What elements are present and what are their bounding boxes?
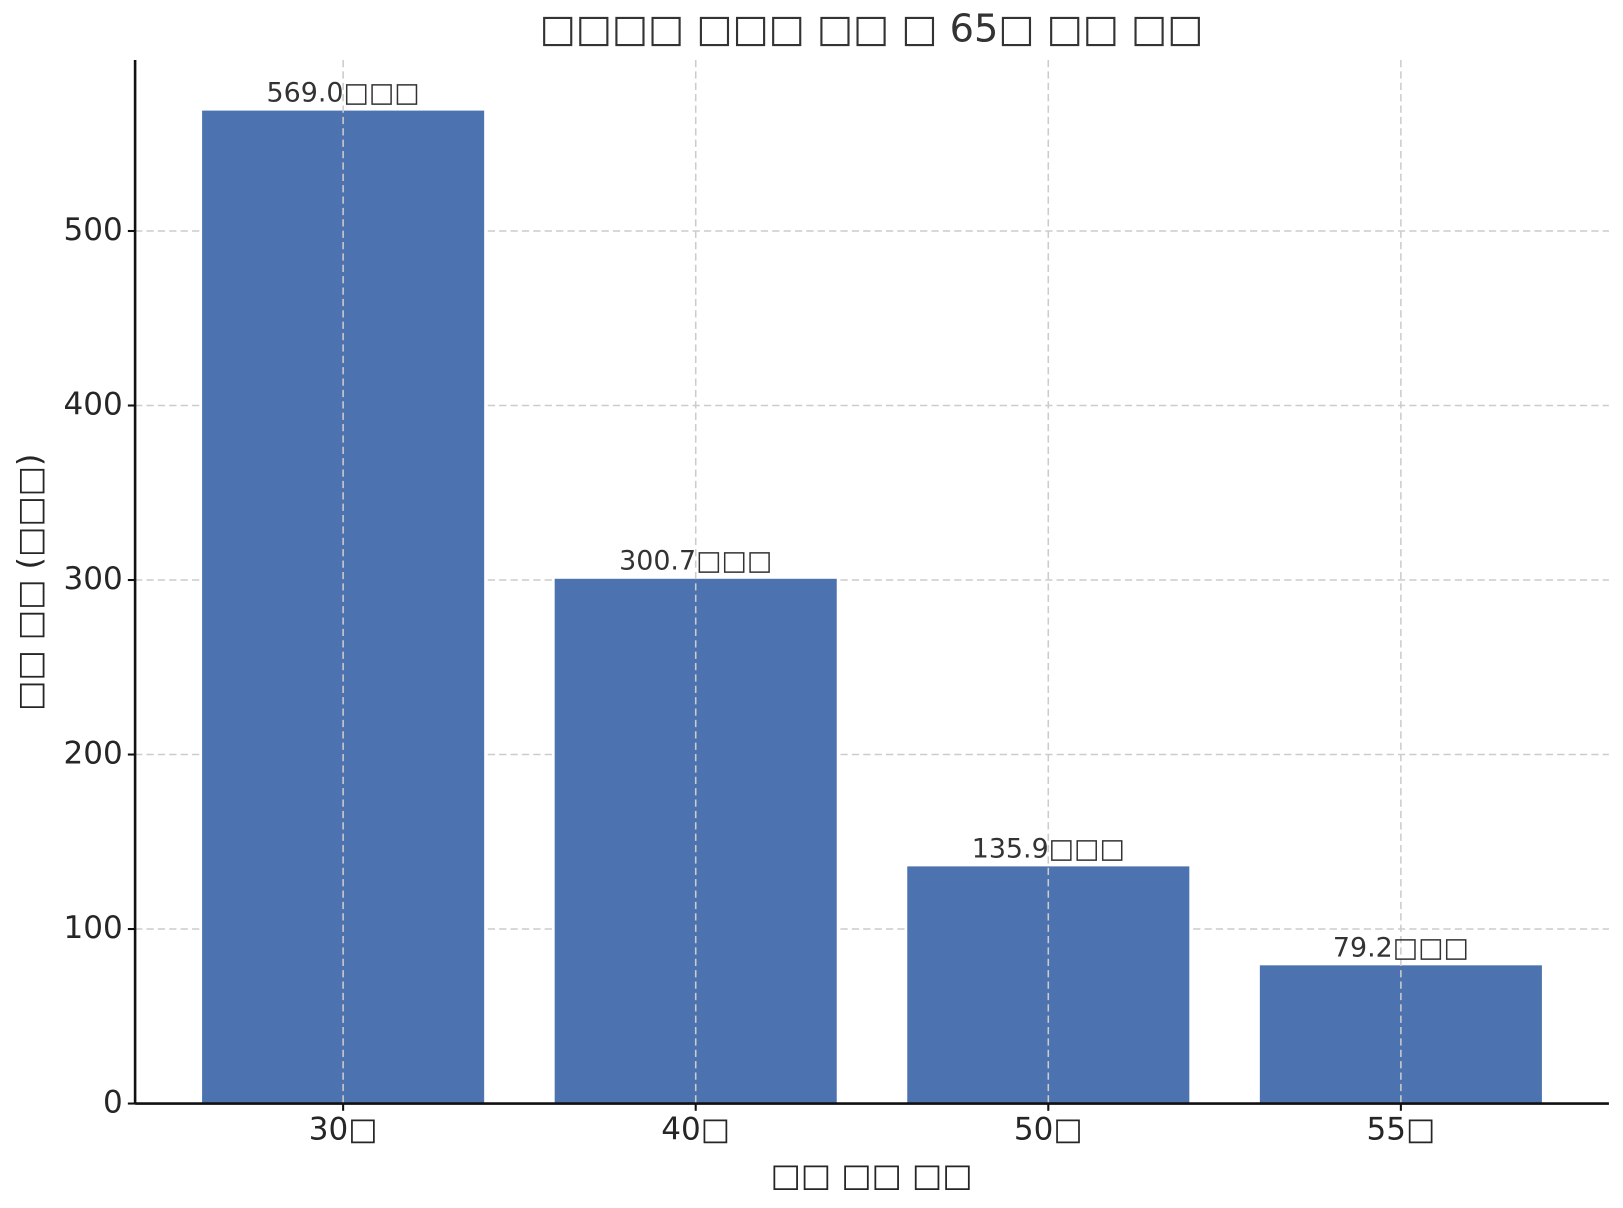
y-tick-label: 400 <box>63 387 122 423</box>
y-tick-label: 300 <box>63 561 122 597</box>
data-label: 79.2□□□ <box>1333 932 1469 963</box>
y-tick-label: 100 <box>63 910 122 946</box>
x-axis-label: □□ □□ □□ <box>770 1156 972 1194</box>
y-tick-label: 200 <box>63 736 122 772</box>
data-label: 300.7□□□ <box>619 546 772 577</box>
chart-title: □□□□ □□□ □□ □ 65□ □□ □□ <box>540 7 1204 52</box>
y-tick-label: 500 <box>63 212 122 248</box>
y-axis-label: □□ □□ (□□□) <box>11 454 49 711</box>
y-tick-label: 0 <box>103 1085 123 1121</box>
x-tick-label: 50□ <box>1014 1111 1083 1147</box>
data-label: 569.0□□□ <box>267 78 420 109</box>
x-tick-label: 40□ <box>661 1111 730 1147</box>
data-label: 135.9□□□ <box>972 833 1125 864</box>
x-tick-label: 55□ <box>1366 1111 1435 1147</box>
x-tick-label: 30□ <box>309 1111 378 1147</box>
